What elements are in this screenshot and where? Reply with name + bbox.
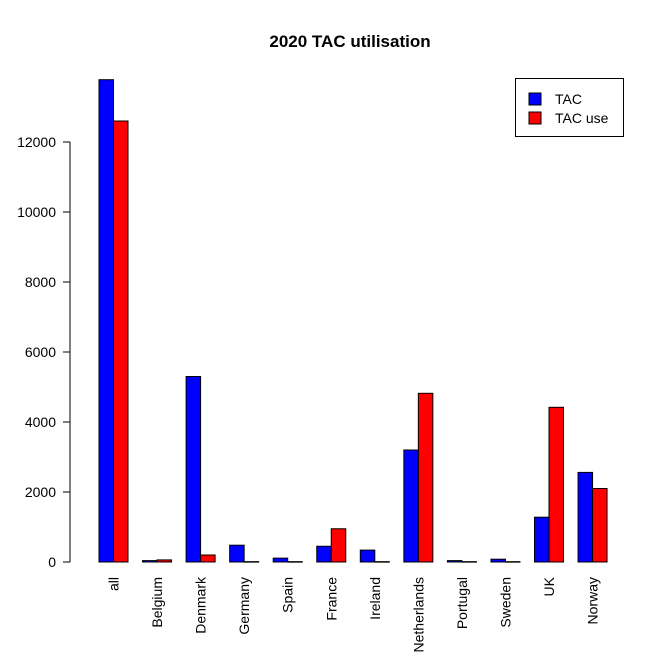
bar-germany-tac <box>229 544 245 563</box>
x-tick-label: all <box>106 577 122 591</box>
bar-sweden-tac-use <box>504 561 521 563</box>
y-tick-label: 0 <box>48 554 56 570</box>
x-tick-label: Denmark <box>193 576 209 634</box>
bar-ireland-tac <box>359 549 376 563</box>
bar-netherlands-tac <box>403 449 419 563</box>
y-axis: 0 2000 4000 6000 8000 10000 12000 <box>17 134 71 570</box>
bar-netherlands-tac-use <box>417 392 434 563</box>
bar-belgium-tac-use <box>156 559 173 563</box>
x-tick-label: France <box>323 577 339 621</box>
y-tick-label: 4000 <box>25 414 56 430</box>
bar-portugal-tac-use <box>461 561 477 563</box>
x-tick-label: Ireland <box>367 577 383 620</box>
bar-uk-tac-use <box>548 406 564 563</box>
x-tick-label: Germany <box>236 577 252 635</box>
legend-label: TAC use <box>555 110 609 126</box>
legend: TAC TAC use <box>515 78 624 137</box>
y-tick-label: 2000 <box>25 484 56 500</box>
bar-denmark-tac-use <box>200 554 216 563</box>
y-tick-label: 8000 <box>25 274 56 290</box>
legend-box <box>515 78 624 137</box>
bar-ireland-tac-use <box>374 561 390 563</box>
bar-france-tac-use <box>330 528 347 563</box>
x-tick-label: Netherlands <box>410 577 426 653</box>
chart-title: 2020 TAC utilisation <box>269 32 430 51</box>
x-tick-label: Belgium <box>149 577 165 628</box>
bar-norway-tac-use <box>592 488 608 563</box>
x-tick-label: Sweden <box>497 577 513 628</box>
y-tick-label: 12000 <box>17 134 56 150</box>
y-tick-label: 6000 <box>25 344 56 360</box>
legend-swatch <box>528 92 542 106</box>
x-tick-label: UK <box>541 576 557 596</box>
legend-swatch <box>528 111 542 125</box>
y-tick-label: 10000 <box>17 204 56 220</box>
legend-label: TAC <box>555 91 582 107</box>
bars <box>98 79 608 563</box>
bar-all-tac <box>98 79 114 563</box>
bar-norway-tac <box>577 471 594 563</box>
bar-belgium-tac <box>142 560 158 563</box>
x-axis: all Belgium Denmark Germany Spain France Irela… <box>106 576 601 652</box>
x-tick-label: Spain <box>280 577 296 613</box>
x-tick-label: Norway <box>585 577 601 624</box>
bar-all-tac-use <box>113 120 129 563</box>
bar-portugal-tac <box>446 560 463 563</box>
bar-denmark-tac <box>185 376 202 563</box>
bar-uk-tac <box>534 516 550 563</box>
bar-sweden-tac <box>490 558 506 563</box>
bar-germany-tac-use <box>243 561 260 563</box>
bar-spain-tac <box>272 557 289 563</box>
bar-spain-tac-use <box>287 561 303 563</box>
x-tick-label: Portugal <box>454 577 470 629</box>
bar-france-tac <box>316 545 332 563</box>
